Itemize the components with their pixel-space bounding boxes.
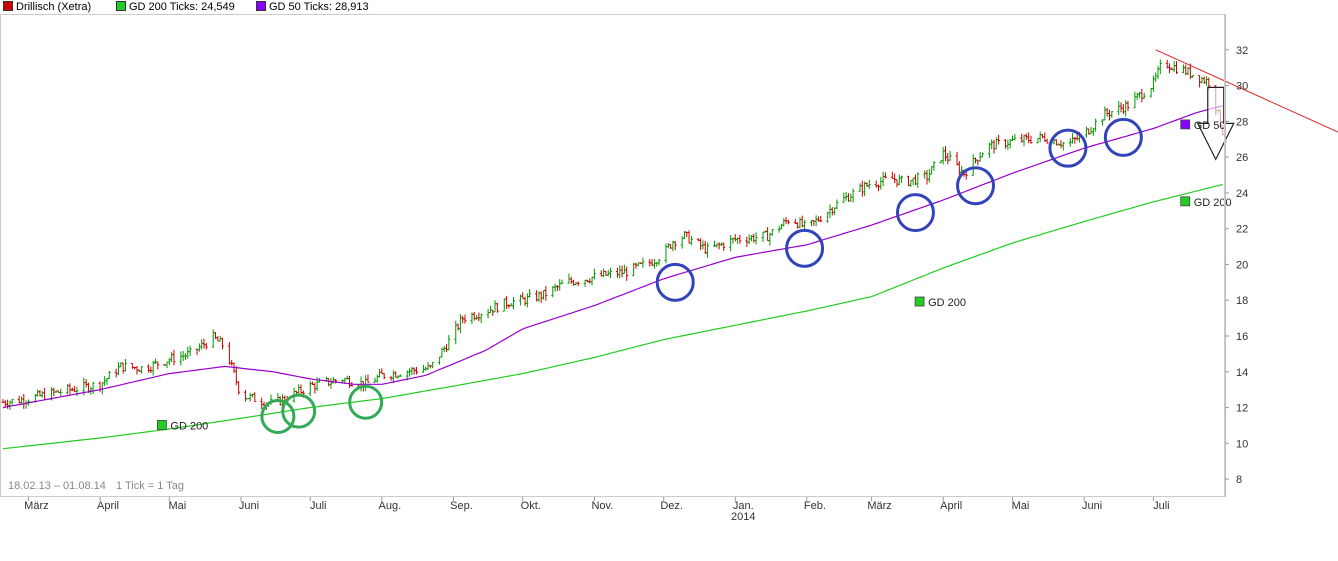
- y-tick-label: 16: [1236, 331, 1248, 343]
- x-tick-label: Jan.: [733, 500, 754, 512]
- y-tick-label: 12: [1236, 403, 1248, 415]
- y-tick-label: 22: [1236, 224, 1248, 236]
- x-tick-label: Sep.: [450, 500, 473, 512]
- x-tick-label: Dez.: [660, 500, 683, 512]
- footer-range: 18.02.13 – 01.08.14: [8, 480, 106, 492]
- gd200-label: GD 200: [170, 420, 208, 432]
- x-tick-label: Juli: [310, 500, 327, 512]
- legend-item-gd200: GD 200 Ticks: 24,549: [116, 1, 235, 13]
- gd200-line: [2, 183, 1223, 450]
- x-tick-label: Mai: [168, 500, 186, 512]
- x-tick-label: Feb.: [804, 500, 826, 512]
- legend-item-price: Drillisch (Xetra): [3, 1, 91, 13]
- x-tick-label: März: [867, 500, 891, 512]
- y-tick-label: 14: [1236, 367, 1248, 379]
- legend-swatch-gd50: [256, 1, 266, 11]
- legend-swatch-price: [3, 1, 13, 11]
- y-tick-label: 8: [1236, 474, 1242, 486]
- support-circle: [260, 399, 296, 434]
- support-circle: [281, 393, 317, 429]
- year-label: 2014: [731, 511, 755, 523]
- legend: Drillisch (Xetra) GD 200 Ticks: 24,549 G…: [0, 0, 1338, 14]
- moving-average-lines: [2, 105, 1223, 450]
- y-tick-label: 20: [1236, 259, 1248, 271]
- touch-circle: [1048, 128, 1088, 168]
- footer-tick: 1 Tick = 1 Tag: [116, 480, 184, 492]
- annotations: GD 200 GD 200 GD 200 GD 50: [156, 49, 1338, 434]
- resistance-trendline: [1155, 49, 1338, 133]
- touch-circle: [1103, 117, 1143, 157]
- gd200-label: GD 200: [1194, 197, 1232, 209]
- y-tick-label: 30: [1236, 81, 1248, 93]
- legend-item-gd50: GD 50 Ticks: 28,913: [256, 1, 369, 13]
- gd200-marker: [1180, 196, 1191, 207]
- gd200-label: GD 200: [928, 297, 966, 309]
- y-tick-label: 10: [1236, 438, 1248, 450]
- legend-label-price: Drillisch (Xetra): [16, 1, 92, 13]
- x-tick-label: Nov.: [591, 500, 613, 512]
- gd200-marker: [914, 296, 925, 307]
- gd50-marker: [1180, 119, 1191, 130]
- x-tick-label: Juni: [1082, 500, 1102, 512]
- y-tick-label: 32: [1236, 45, 1248, 57]
- gd50-line: [2, 105, 1223, 409]
- y-tick-label: 24: [1236, 188, 1248, 200]
- y-tick-label: 18: [1236, 295, 1248, 307]
- gd200-marker: [156, 420, 167, 430]
- x-tick-label: April: [97, 500, 119, 512]
- x-tick-label: Okt.: [521, 500, 541, 512]
- legend-label-gd50: GD 50 Ticks: 28,913: [269, 1, 369, 13]
- touch-circle: [895, 193, 935, 233]
- touch-circle: [655, 262, 695, 302]
- x-tick-label: Juli: [1153, 500, 1170, 512]
- price-candles: [1, 59, 1227, 411]
- x-tick-label: Aug.: [379, 500, 402, 512]
- touch-circle: [956, 166, 996, 206]
- touch-circle: [785, 228, 825, 268]
- y-tick-label: 26: [1236, 152, 1248, 164]
- x-tick-label: März: [24, 500, 48, 512]
- gd50-label: GD 50: [1194, 120, 1226, 132]
- support-circle: [348, 384, 384, 420]
- legend-label-gd200: GD 200 Ticks: 24,549: [129, 1, 235, 13]
- legend-swatch-gd200: [116, 1, 126, 11]
- y-tick-label: 28: [1236, 116, 1248, 128]
- plot-frame: [0, 14, 1225, 497]
- x-tick-label: Mai: [1012, 500, 1030, 512]
- x-tick-label: April: [940, 500, 962, 512]
- x-tick-label: Juni: [239, 500, 259, 512]
- axes: 8 10 12 14 16 18 20 22 24 26 28 30 32 März April Mai Jun…: [0, 14, 1248, 523]
